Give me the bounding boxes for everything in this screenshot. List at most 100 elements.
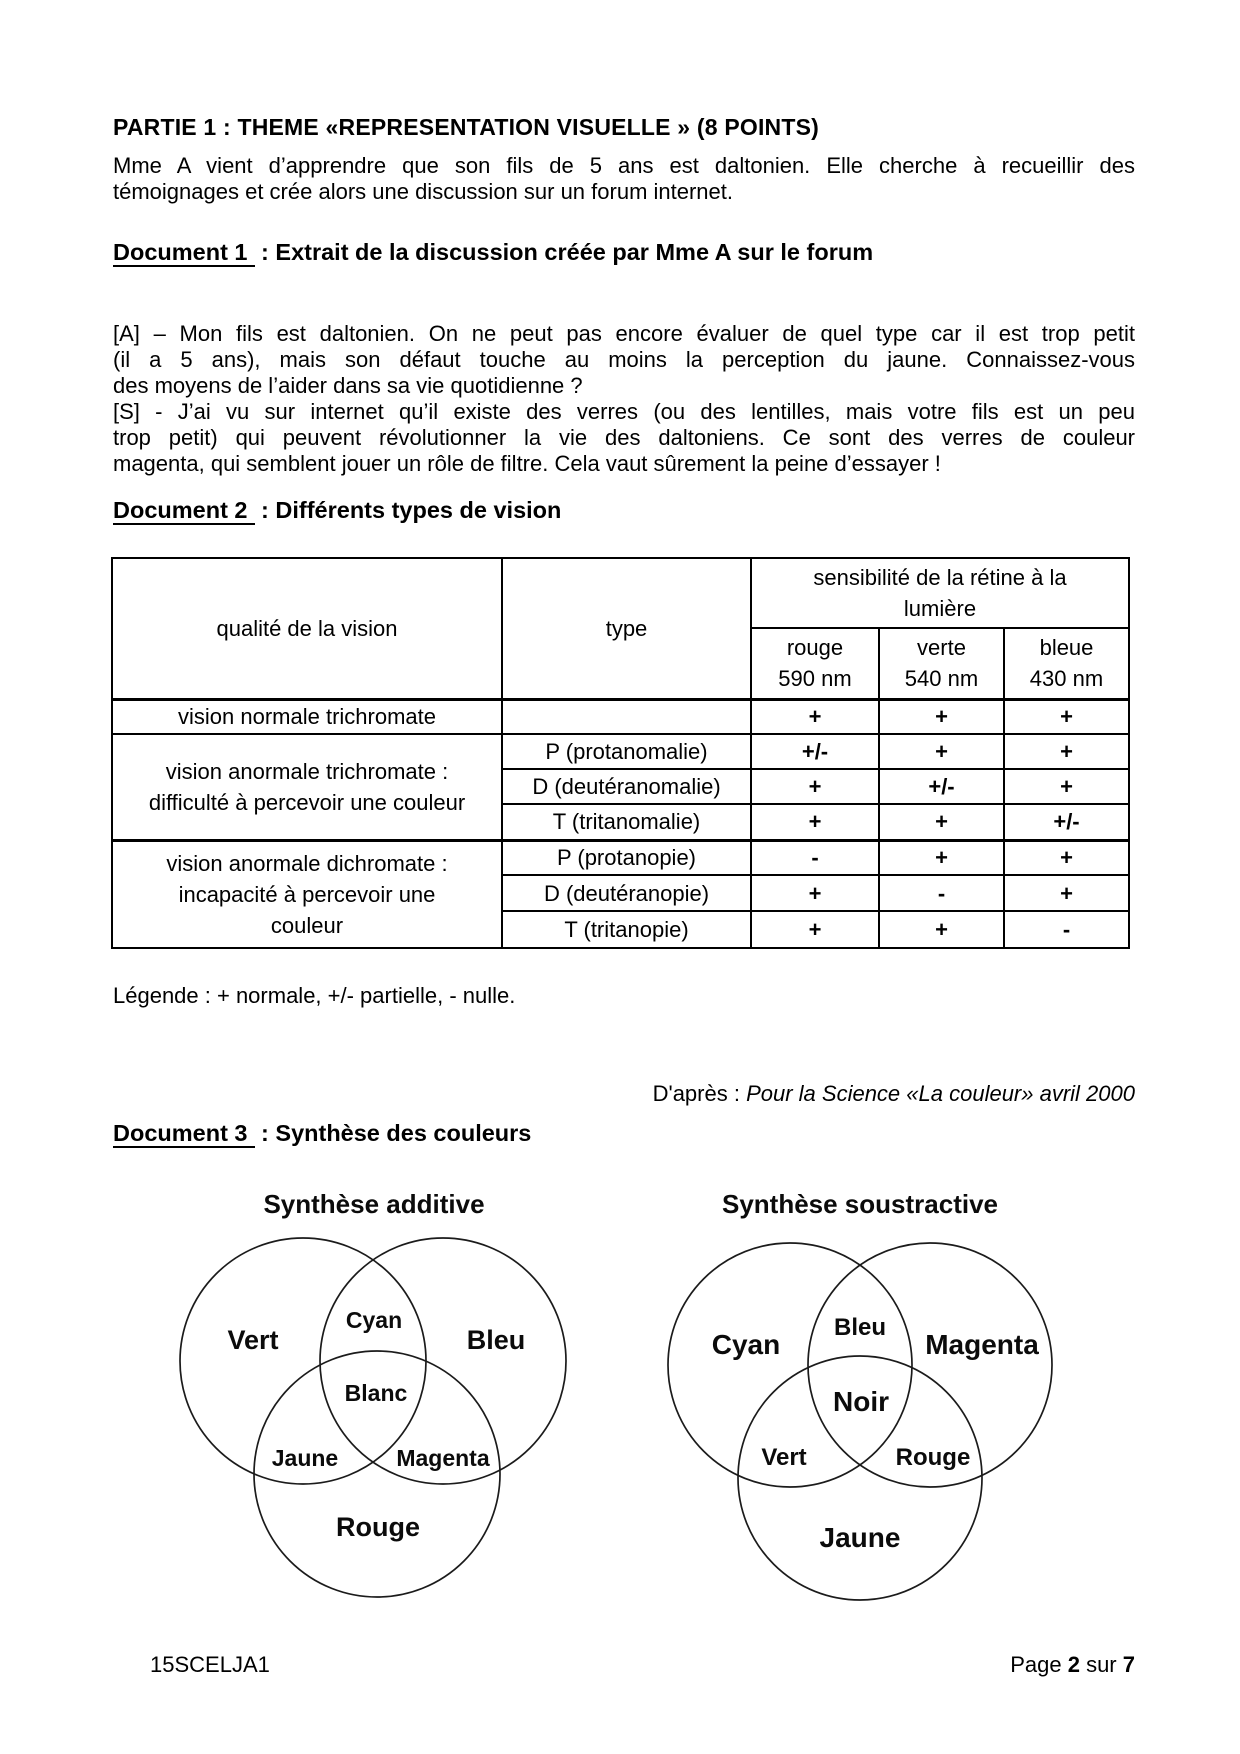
cyan-circle (667, 1242, 913, 1488)
document1-title: Extrait de la discussion créée par Mme A… (275, 239, 874, 265)
cyan-label: Cyan (712, 1329, 780, 1360)
cell-blue: + (1003, 838, 1130, 876)
table-row: D (deutéranomalie) + +/- + (112, 768, 1130, 805)
cell-type: T (tritanomalie) (501, 803, 752, 841)
cell-type: P (protanomalie) (501, 733, 752, 770)
magenta-circle (807, 1242, 1053, 1488)
table-row: D (deutéranopie) + - + (112, 874, 1130, 912)
yellow-label: Jaune (820, 1522, 901, 1553)
cell-green: + (878, 838, 1005, 876)
cell-type: T (tritanopie) (501, 910, 752, 949)
page-title: PARTIE 1 : THEME «REPRESENTATION VISUELL… (113, 114, 819, 140)
red-label: Rouge (336, 1512, 420, 1542)
cell-quality-group: vision anormale trichromate : difficulté… (111, 733, 503, 841)
table-header-row: qualité de la vision type sensibilité de… (111, 557, 1130, 700)
yellow-circle (737, 1355, 983, 1601)
table-row: T (tritanopie) + + - (112, 910, 1130, 949)
subtractive-synthesis-diagram: Synthèse soustractive Cyan Magenta Bleu … (667, 1189, 1053, 1601)
cell-blue: + (1003, 733, 1130, 770)
cell-type (501, 697, 752, 735)
black-label: Noir (833, 1386, 889, 1417)
cell-blue: + (1003, 768, 1130, 805)
white-label: Blanc (345, 1380, 408, 1406)
cell-green: +/- (878, 768, 1005, 805)
intro-line: témoignages et crée alors une discussion… (113, 179, 733, 204)
document2-separator: : (261, 497, 276, 523)
cell-blue: +/- (1003, 803, 1130, 841)
red-circle (253, 1350, 501, 1598)
table-subheader-row: rouge 590 nm verte 540 nm bleue 430 nm (112, 627, 1130, 700)
message-s-line: magenta, qui semblent jouer un rôle de f… (113, 451, 941, 476)
document3-title: Synthèse des couleurs (275, 1120, 532, 1146)
cell-red: +/- (750, 733, 880, 770)
blue-label: Bleu (467, 1325, 526, 1355)
cell-blue: + (1003, 697, 1130, 735)
additive-synthesis-diagram: Synthèse additive Vert Bleu Cyan Blanc J… (179, 1189, 567, 1598)
yellow-label: Jaune (272, 1445, 338, 1471)
cell-green: + (878, 697, 1005, 735)
cell-blue: + (1003, 874, 1130, 912)
green-label: Vert (227, 1325, 278, 1355)
cell-type: P (protanopie) (501, 838, 752, 876)
table-legend: Légende : + normale, +/- partielle, - nu… (113, 983, 516, 1008)
table-row: T (tritanomalie) + + +/- (112, 803, 1130, 841)
cell-quality-group: vision anormale dichromate : incapacité … (111, 838, 503, 949)
page-separator: sur (1079, 1652, 1123, 1677)
message-a-line: (il a 5 ans), mais son défaut touche au … (113, 347, 1135, 372)
intro-line: Mme A vient d’apprendre que son fils de … (113, 153, 1135, 178)
cell-red: + (750, 803, 880, 841)
cell-type: D (deutéranopie) (501, 874, 752, 912)
cell-green: + (878, 803, 1005, 841)
document2-label: Document 2 (113, 497, 255, 525)
message-s-line: [S] - J’ai vu sur internet qu’il existe … (113, 399, 1135, 424)
page-prefix: Page (1010, 1652, 1068, 1677)
header-type: type (501, 557, 752, 700)
cyan-label: Cyan (346, 1307, 402, 1333)
page-number: 2 (1067, 1652, 1080, 1677)
cell-quality: vision normale trichromate (111, 697, 503, 735)
header-blue: bleue 430 nm (1003, 627, 1130, 700)
cell-red: + (750, 697, 880, 735)
table-row: vision anormale trichromate : difficulté… (111, 733, 1130, 841)
cell-red: + (750, 768, 880, 805)
cell-blue: - (1003, 910, 1130, 949)
document1-separator: : (261, 239, 276, 265)
blue-circle (319, 1237, 567, 1485)
intro-paragraph: Mme A vient d’apprendre que son fils de … (113, 153, 1135, 205)
cell-green: + (878, 733, 1005, 770)
cell-type: D (deutéranomalie) (501, 768, 752, 805)
cell-red: + (750, 874, 880, 912)
table-row: vision anormale dichromate : incapacité … (111, 838, 1130, 949)
table-row: vision normale trichromate + + + (111, 697, 1130, 735)
cell-green: + (878, 910, 1005, 949)
source-citation: D'après : Pour la Science «La couleur» a… (113, 1081, 1135, 1107)
message-a-line: des moyens de l’aider dans sa vie quotid… (113, 373, 583, 398)
header-sensitivity: sensibilité de la rétine à la lumière (750, 557, 1130, 629)
subtractive-diagram-title: Synthèse soustractive (722, 1189, 998, 1219)
header-red: rouge 590 nm (750, 627, 880, 700)
document1-heading: Document 1 : Extrait de la discussion cr… (113, 239, 874, 267)
document2-title: Différents types de vision (275, 497, 562, 523)
page-total: 7 (1122, 1652, 1135, 1677)
forum-discussion-text: [A] – Mon fils est daltonien. On ne peut… (113, 321, 1135, 477)
cell-green: - (878, 874, 1005, 912)
red-label: Rouge (896, 1444, 971, 1471)
vision-types-table: qualité de la vision type sensibilité de… (111, 557, 1130, 949)
document3-separator: : (261, 1120, 276, 1146)
magenta-label: Magenta (925, 1329, 1039, 1360)
message-s-line: trop petit) qui peuvent révolutionner la… (113, 425, 1135, 450)
magenta-label: Magenta (396, 1445, 490, 1471)
page-indicator: Page 2 sur 7 (113, 1652, 1135, 1678)
exam-code: 15SCELJA1 (150, 1652, 270, 1677)
additive-diagram-title: Synthèse additive (263, 1189, 484, 1219)
message-a-line: [A] – Mon fils est daltonien. On ne peut… (113, 321, 1135, 346)
source-prefix: D'après : (652, 1081, 747, 1106)
header-quality: qualité de la vision (111, 557, 503, 700)
cell-red: - (750, 838, 880, 876)
green-label: Vert (761, 1444, 806, 1471)
document3-heading: Document 3 : Synthèse des couleurs (113, 1120, 532, 1148)
source-title: Pour la Science «La couleur» avril 2000 (746, 1081, 1135, 1106)
cell-red: + (750, 910, 880, 949)
document1-label: Document 1 (113, 239, 255, 267)
document3-label: Document 3 (113, 1120, 255, 1148)
